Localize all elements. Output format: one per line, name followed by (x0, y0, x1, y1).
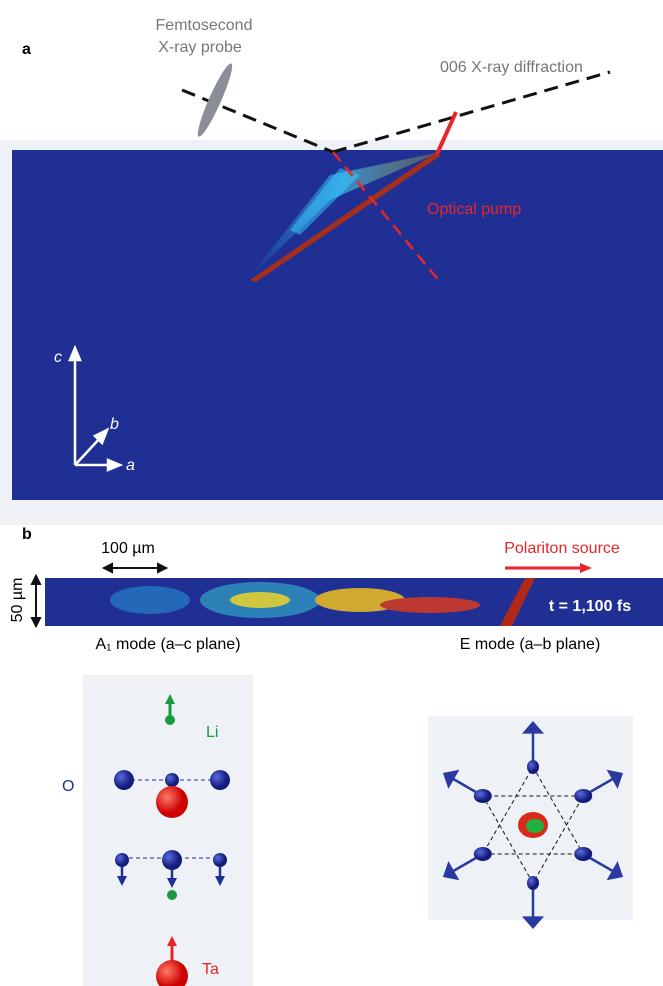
e-part (574, 789, 592, 803)
probe-label: Femtosecond (156, 17, 253, 34)
page: a Femtosecond X-ray probe 006 X-ray diff… (0, 0, 663, 986)
e-part (527, 760, 539, 774)
axis-label: b (110, 416, 119, 433)
probe-label: X-ray probe (158, 39, 242, 56)
atom-label: Li (206, 724, 218, 741)
scale-label: 50 µm (9, 578, 26, 623)
e-part (574, 847, 592, 861)
probe-pulse (193, 61, 237, 139)
e-part (474, 789, 492, 803)
crystal (12, 150, 663, 500)
mode-title: E mode (a–b plane) (460, 636, 601, 653)
atom-label: Ta (202, 961, 219, 978)
source-label: Polariton source (504, 540, 620, 557)
e-part (522, 916, 544, 929)
e-part (527, 876, 539, 890)
e-part (526, 819, 544, 833)
figure: a Femtosecond X-ray probe 006 X-ray diff… (0, 0, 663, 986)
e-part (474, 847, 492, 861)
scale-label: 100 µm (101, 540, 155, 557)
panel-label: a (22, 41, 31, 58)
panel-label: b (22, 526, 32, 543)
atom-label: O (62, 778, 74, 795)
pump-label: Optical pump (427, 201, 521, 218)
axis-label: c (54, 349, 62, 366)
source-arrow (505, 563, 592, 573)
mode-title: A₁ mode (a–c plane) (95, 636, 240, 653)
diffraction-label: 006 X-ray diffraction (440, 59, 583, 76)
time-label: t = 1,100 fs (549, 598, 631, 615)
axis-label: a (126, 457, 135, 474)
